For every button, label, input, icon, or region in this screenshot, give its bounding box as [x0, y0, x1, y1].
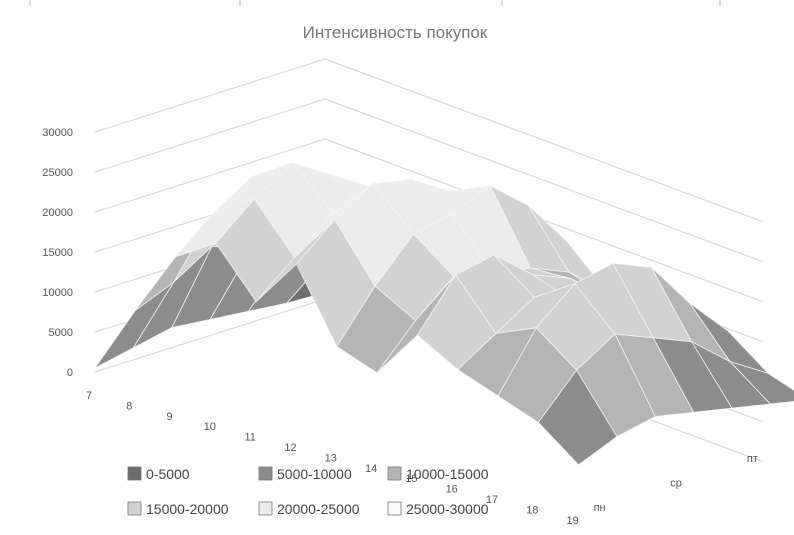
x-tick-label: 12	[284, 442, 296, 454]
legend-swatch	[258, 501, 273, 516]
legend-label: 25000-30000	[406, 501, 489, 517]
y-tick-label: пн	[594, 502, 606, 514]
legend-swatch	[127, 501, 142, 516]
legend-label: 0-5000	[146, 466, 190, 482]
legend-swatch	[258, 466, 273, 481]
legend-swatch	[387, 501, 402, 516]
x-tick-label: 15	[405, 473, 417, 485]
legend-label: 15000-20000	[146, 501, 229, 517]
legend-swatch	[127, 466, 142, 481]
gridline-back	[324, 58, 763, 222]
gridline-back	[324, 98, 763, 262]
legend-swatch	[387, 466, 402, 481]
z-tick-label: 0	[67, 367, 73, 379]
legend: 0-5000 5000-10000 10000-15000 15000-20000 20…	[127, 466, 489, 517]
legend-label: 10000-15000	[406, 466, 489, 482]
z-tick-label: 5000	[49, 327, 73, 339]
gridline-left	[94, 138, 326, 213]
y-tick-label: ср	[670, 477, 682, 489]
chart-title: Интенсивность покупок	[303, 23, 488, 42]
z-tick-label: 30000	[42, 127, 73, 139]
x-tick-label: 8	[126, 400, 132, 412]
legend-label: 20000-25000	[277, 501, 360, 517]
surface-plot	[94, 162, 794, 466]
z-tick-label: 10000	[42, 287, 73, 299]
y-axis-ticks: пнсрптвс	[594, 453, 758, 514]
z-tick-label: 25000	[42, 167, 73, 179]
z-tick-label: 20000	[42, 207, 73, 219]
y-tick-label: пт	[747, 453, 758, 465]
x-tick-label: 13	[325, 452, 337, 464]
x-tick-label: 19	[566, 515, 578, 527]
z-tick-label: 15000	[42, 247, 73, 259]
z-axis-ticks: 0 5000 10000 15000 20000 25000 30000	[42, 127, 73, 379]
x-tick-label: 18	[526, 504, 538, 516]
gridline-left	[94, 298, 326, 373]
surface-cell	[537, 369, 618, 466]
x-tick-label: 17	[486, 494, 498, 506]
x-tick-label: 9	[167, 411, 173, 423]
x-tick-label: 11	[244, 432, 255, 444]
x-tick-label: 16	[446, 484, 458, 496]
x-tick-label: 10	[204, 421, 216, 433]
x-axis-ticks: 7 8 9 10 11 12 13 14 15 16 17 18 19	[86, 390, 579, 527]
gridline-left	[94, 58, 326, 133]
legend-label: 5000-10000	[277, 466, 352, 482]
x-tick-label: 14	[365, 463, 377, 475]
gridline-left	[94, 98, 326, 173]
x-tick-label: 7	[86, 390, 92, 402]
